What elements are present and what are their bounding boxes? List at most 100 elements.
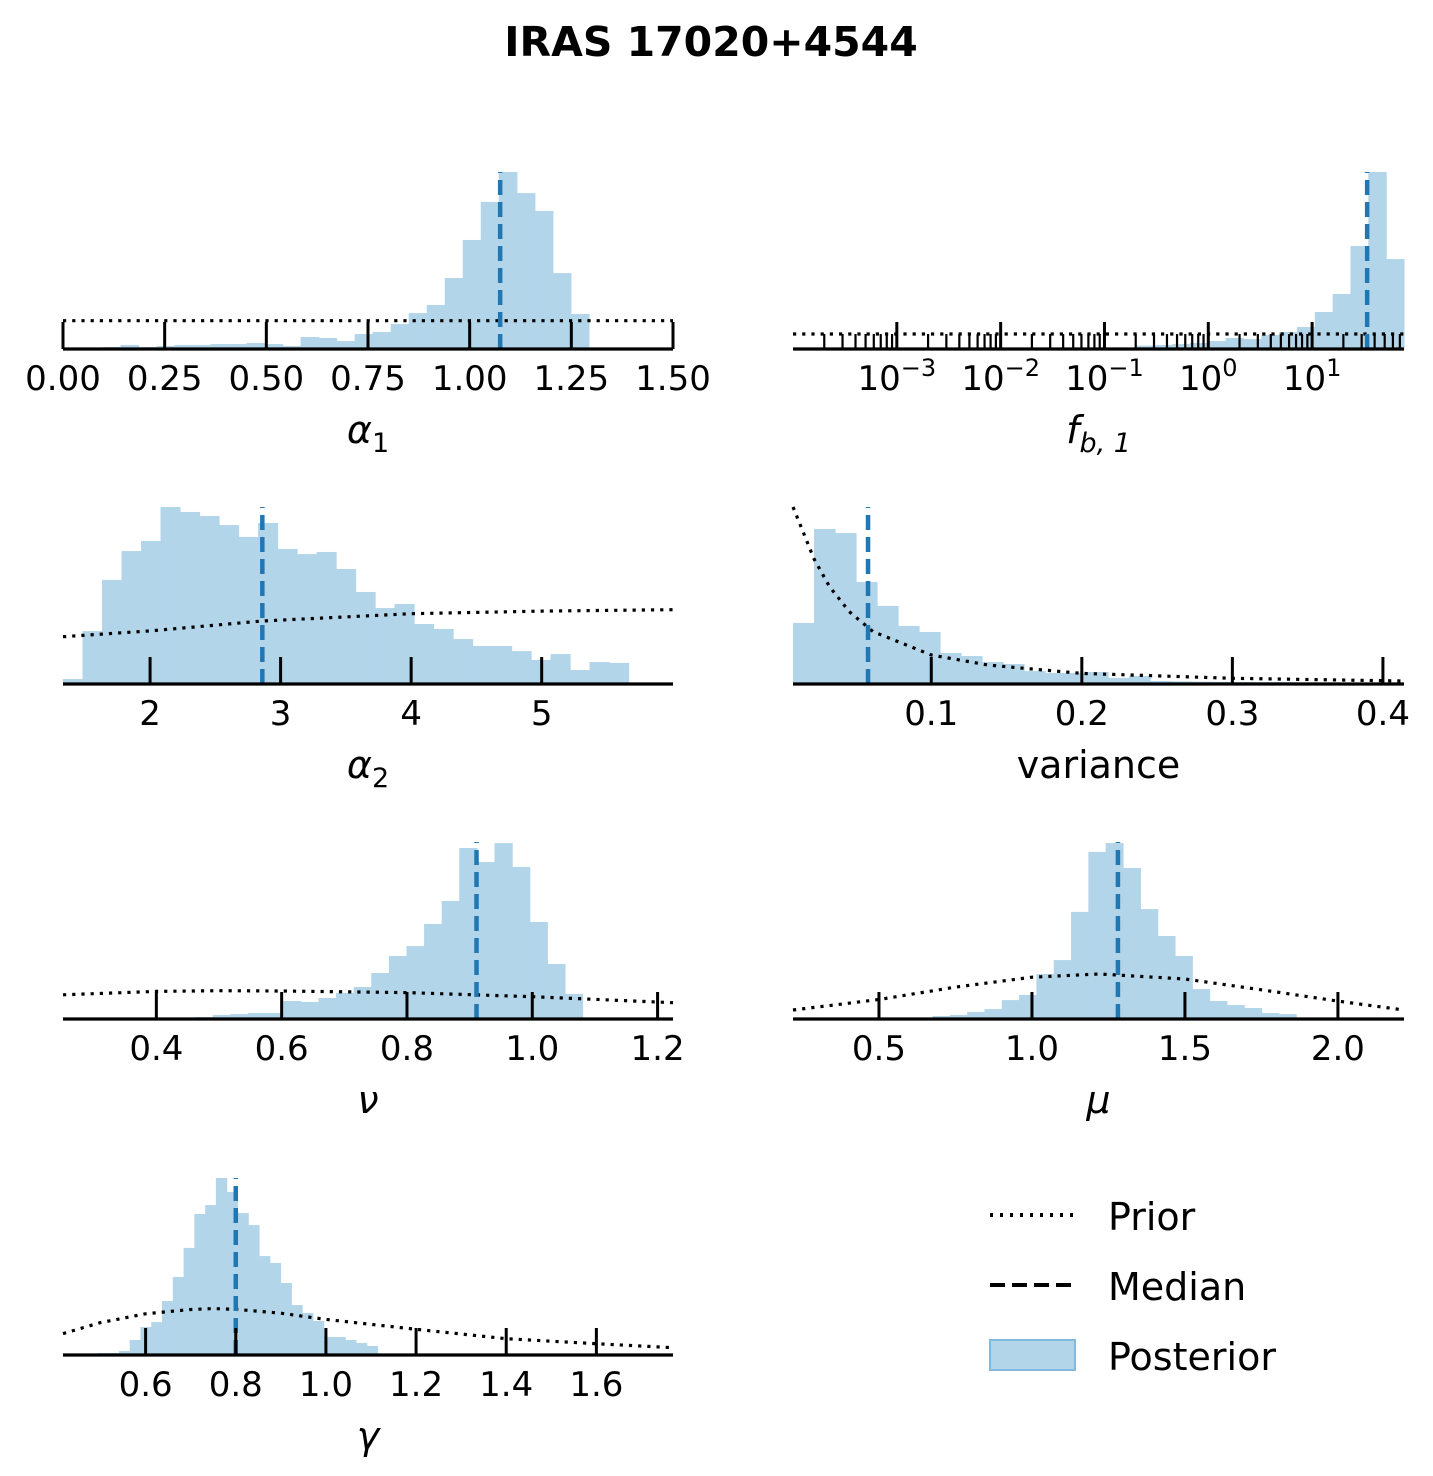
- tick-label: 5: [531, 694, 553, 734]
- histogram-bar: [120, 344, 140, 349]
- x-axis-label: γ: [357, 1414, 382, 1458]
- histogram-bar: [1332, 293, 1352, 349]
- histogram-bar: [480, 201, 500, 349]
- histogram-bar: [1053, 960, 1072, 1019]
- histogram-bar: [248, 1012, 267, 1019]
- histogram-bar: [1209, 1000, 1228, 1019]
- tick-label: 0.8: [380, 1029, 434, 1069]
- histogram-bar: [1174, 955, 1193, 1019]
- histogram-bar: [162, 1301, 174, 1355]
- histogram-bar: [277, 548, 298, 684]
- prior-curve: [62, 1306, 674, 1350]
- x-axis-label: ν: [357, 1078, 378, 1122]
- histogram-bar: [318, 338, 338, 349]
- histogram-bar: [219, 525, 240, 684]
- histogram-bar: [1001, 1000, 1020, 1019]
- histogram-bar: [1036, 974, 1055, 1019]
- histogram-bar: [1225, 338, 1245, 349]
- histogram-bar: [129, 1339, 142, 1355]
- tick-label: 1.0: [505, 1029, 559, 1069]
- histogram-bar: [1003, 663, 1025, 684]
- histogram-bar: [414, 623, 435, 684]
- histogram-bar: [589, 662, 610, 684]
- histogram-bar: [462, 239, 482, 349]
- histogram-bar: [1154, 344, 1173, 349]
- histogram-bar: [940, 653, 962, 684]
- histogram-bar: [433, 628, 454, 684]
- histogram-bar: [552, 273, 572, 349]
- histogram-bar: [424, 923, 443, 1019]
- histogram-bar: [453, 639, 474, 684]
- tick-label: 0.1: [904, 694, 958, 734]
- histogram-bar: [355, 591, 376, 684]
- histogram-bar: [102, 579, 123, 684]
- tick-label: 0.6: [255, 1029, 309, 1069]
- histogram-bar: [492, 645, 513, 684]
- histogram-bar: [1019, 994, 1038, 1019]
- tick-label: 1.5: [1158, 1029, 1212, 1069]
- legend: Prior Median Posterior: [989, 1195, 1276, 1379]
- panel-alpha2: 2 3 4 5 α2: [62, 507, 674, 794]
- histogram-bar: [406, 946, 425, 1019]
- histogram-bar: [476, 862, 496, 1019]
- histogram-bar: [570, 670, 591, 684]
- histogram-bar: [246, 342, 266, 349]
- histogram-bar: [238, 536, 259, 684]
- histogram-bar: [1207, 341, 1227, 349]
- histogram-bar: [511, 651, 532, 684]
- x-axis-label: variance: [1017, 743, 1181, 787]
- tick-label: 10−1: [1065, 354, 1144, 399]
- tick-label: 1.50: [635, 359, 711, 399]
- tick-label: 0.50: [228, 359, 304, 399]
- tick-label: 101: [1283, 354, 1342, 399]
- histogram-bar: [961, 656, 983, 684]
- legend-posterior-label: Posterior: [1108, 1335, 1276, 1379]
- histogram-bar: [967, 1011, 986, 1019]
- tick-label: 100: [1179, 354, 1238, 399]
- histogram-bar: [1129, 676, 1151, 684]
- histogram-bar: [210, 344, 230, 349]
- tick-label: 1.2: [389, 1365, 443, 1405]
- histogram-bar: [814, 528, 836, 684]
- tick-label: 0.00: [25, 359, 101, 399]
- histogram-bar: [280, 1282, 292, 1355]
- histogram-bar: [984, 1009, 1003, 1019]
- tick-label: 0.5: [852, 1029, 906, 1069]
- histogram-bar: [408, 313, 428, 349]
- histogram-bar: [265, 1012, 284, 1019]
- histogram-bar: [355, 1342, 368, 1355]
- histogram-bar: [1045, 673, 1067, 684]
- histogram-bar: [192, 344, 212, 349]
- histogram-bar: [877, 605, 899, 684]
- histogram-bar: [1172, 344, 1191, 349]
- histogram-bar: [564, 994, 584, 1019]
- tick-label: 0.25: [127, 359, 203, 399]
- panel-fb1: 10−3 10−2 10−1 100 101 fb, 1: [793, 172, 1405, 459]
- histogram-bar: [570, 313, 590, 349]
- histogram-bar: [372, 332, 392, 349]
- tick-label: 2: [139, 694, 161, 734]
- x-axis-label: μ: [1085, 1078, 1110, 1122]
- figure-title: IRAS 17020+4544: [504, 18, 917, 66]
- histogram-bar: [151, 1322, 163, 1355]
- histogram-bar: [949, 1014, 968, 1019]
- histogram-bar: [205, 1205, 217, 1355]
- histogram-bar: [1192, 989, 1211, 1019]
- tick-label: 3: [270, 694, 292, 734]
- histogram-bar: [258, 1256, 271, 1355]
- prior-curve: [792, 972, 1405, 1012]
- histogram-bar: [1243, 339, 1262, 349]
- histogram-bar: [898, 625, 920, 684]
- histogram-bar: [982, 662, 1004, 684]
- tick-label: 0.2: [1055, 694, 1109, 734]
- histogram-bar: [82, 631, 103, 684]
- histogram-bar: [1088, 851, 1107, 1019]
- tick-label: 0.8: [209, 1365, 263, 1405]
- histogram-bar: [183, 1247, 195, 1355]
- histogram-bar: [300, 1002, 320, 1019]
- tick-label: 1.4: [479, 1365, 533, 1405]
- histogram-bar: [1350, 245, 1369, 349]
- histogram-bar: [230, 1014, 249, 1019]
- legend-prior-label: Prior: [1108, 1195, 1196, 1239]
